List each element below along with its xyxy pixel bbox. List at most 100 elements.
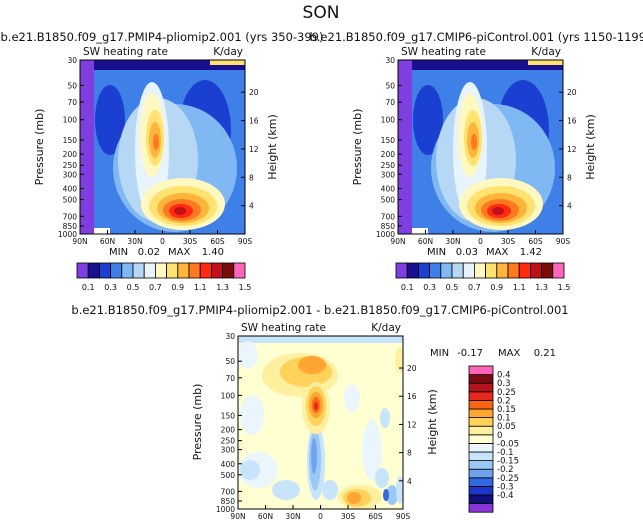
colorbar-swatch: [468, 477, 494, 487]
colorbar-swatch: [468, 417, 494, 427]
x-tick-label: 30S: [501, 237, 516, 246]
x-axis: 90N 60N 30N 0 30S 60S 90S: [230, 505, 410, 521]
x-tick-label: 0: [478, 237, 483, 246]
contour-fill: [272, 480, 300, 500]
y2-tick-label: 4: [567, 202, 572, 211]
y-axis-label: Pressure (mb): [191, 384, 204, 461]
y-tick-label: 700: [63, 212, 78, 221]
colorbar-swatch: [485, 262, 498, 279]
colorbar-label: -0.4: [497, 491, 514, 501]
contour-fill: [380, 408, 390, 428]
colorbar-swatch: [451, 262, 464, 279]
x-tick-label: 30S: [183, 237, 198, 246]
colorbar-swatch: [143, 262, 156, 279]
page-title: SON: [303, 3, 340, 23]
colorbar-label: -0.15: [497, 457, 519, 467]
x-tick-label: 90S: [556, 237, 571, 246]
y2-tick-label: 12: [249, 145, 259, 154]
units-label: K/day: [371, 322, 401, 334]
contour-fill: [322, 480, 338, 500]
y-tick-label: 200: [221, 426, 236, 435]
y-tick-label: 250: [63, 161, 78, 170]
y-tick-label: 70: [385, 98, 395, 107]
y2-axis: 20 16 12 8 4: [241, 88, 259, 211]
y-tick-label: 400: [63, 185, 78, 194]
y-tick-label: 1000: [58, 230, 77, 239]
x-tick-label: 60S: [368, 512, 383, 521]
contour-fill: [471, 134, 477, 150]
contour-fill: [80, 60, 94, 234]
max-label: MAX: [498, 348, 520, 359]
x-tick-label: 60S: [210, 237, 225, 246]
y-tick-label: 200: [381, 150, 396, 159]
colorbar-swatch: [468, 468, 494, 479]
colorbar-swatch: [473, 262, 486, 279]
y-tick-label: 700: [221, 487, 236, 496]
min-value: -0.17: [457, 348, 483, 359]
colorbar-swatch: [110, 262, 123, 279]
colorbar-label: 1.3: [216, 283, 229, 292]
colorbar-swatch: [210, 262, 223, 279]
colorbar-label: -0.1: [497, 448, 514, 458]
colorbar-label: 0.05: [497, 422, 516, 432]
x-tick-label: 0: [160, 237, 165, 246]
panel-title: b.e21.B1850.f09_g17.PMIP4-pliomip2.001 -…: [71, 303, 568, 317]
colorbar-swatch: [177, 262, 190, 279]
y-tick-label: 500: [381, 196, 396, 205]
colorbar-label: 1.1: [513, 283, 526, 292]
contour-fill: [238, 336, 403, 343]
min-label: MIN: [430, 348, 449, 359]
colorbar: 0.1 0.3 0.5 0.7 0.9 1.1 1.3 1.5: [76, 262, 252, 292]
y-tick-label: 300: [63, 170, 78, 179]
colorbar-swatch: [518, 262, 531, 279]
contour-fill: [492, 207, 504, 215]
contour-fill: [311, 438, 317, 474]
colorbar-swatch: [468, 503, 494, 513]
y-tick-label: 50: [385, 81, 395, 90]
colorbar-label: 0.7: [468, 283, 481, 292]
y2-axis: 20 16 12 8 4: [559, 88, 577, 211]
colorbar-label: 0.9: [490, 283, 503, 292]
x-tick-label: 90N: [72, 237, 87, 246]
y2-tick-label: 16: [249, 117, 259, 126]
contour-fill: [210, 60, 245, 65]
colorbar-swatch: [121, 262, 134, 279]
colorbar-label: 0: [497, 431, 502, 441]
variable-label: SW heating rate: [241, 322, 326, 334]
contour-fill: [94, 228, 110, 234]
colorbar-swatch: [530, 262, 543, 279]
contour-fill: [375, 468, 389, 488]
y2-axis-label: Height (km): [426, 389, 439, 455]
x-tick-label: 90S: [396, 512, 411, 521]
y-tick-label: 850: [381, 222, 396, 231]
variable-label: SW heating rate: [83, 46, 168, 58]
colorbar-label: 0.15: [497, 405, 516, 415]
colorbar-swatch: [468, 391, 494, 401]
y2-axis-label: Height (km): [266, 114, 279, 180]
panel-title: b.e21.B1850.f09_g17.CMIP6-piControl.001 …: [309, 30, 643, 44]
y-tick-label: 500: [221, 471, 236, 480]
x-tick-label: 30N: [285, 512, 300, 521]
contour-field: [398, 60, 563, 234]
contour-fill: [238, 341, 258, 369]
y2-tick-label: 16: [407, 392, 417, 401]
contour-fill: [413, 85, 443, 155]
y2-tick-label: 4: [249, 202, 254, 211]
colorbar-label: 0.3: [497, 379, 511, 389]
colorbar-swatch: [468, 399, 494, 410]
contour-fill: [412, 228, 428, 234]
colorbar-swatch: [468, 460, 494, 470]
y-tick-label: 30: [385, 56, 395, 65]
colorbar-label: 1.5: [239, 283, 252, 292]
colorbar-swatch: [99, 262, 112, 279]
y-tick-label: 400: [381, 185, 396, 194]
contour-fill: [314, 402, 318, 410]
y2-tick-label: 12: [407, 420, 417, 429]
colorbar-label: -0.3: [497, 482, 514, 492]
y-tick-label: 100: [381, 116, 396, 125]
colorbar-label: 0.1: [82, 283, 95, 292]
x-axis: 90N 60N 30N 0 30S 60S 90S: [390, 230, 570, 246]
y2-axis-label: Height (km): [584, 114, 597, 180]
y2-axis: 20 16 12 8 4: [399, 364, 417, 486]
